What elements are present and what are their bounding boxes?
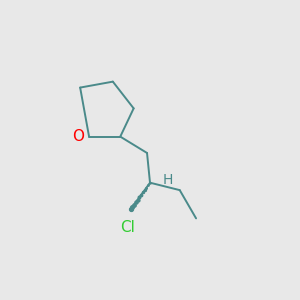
Text: H: H [163,173,173,187]
Text: O: O [72,129,84,144]
Text: Cl: Cl [120,220,135,236]
